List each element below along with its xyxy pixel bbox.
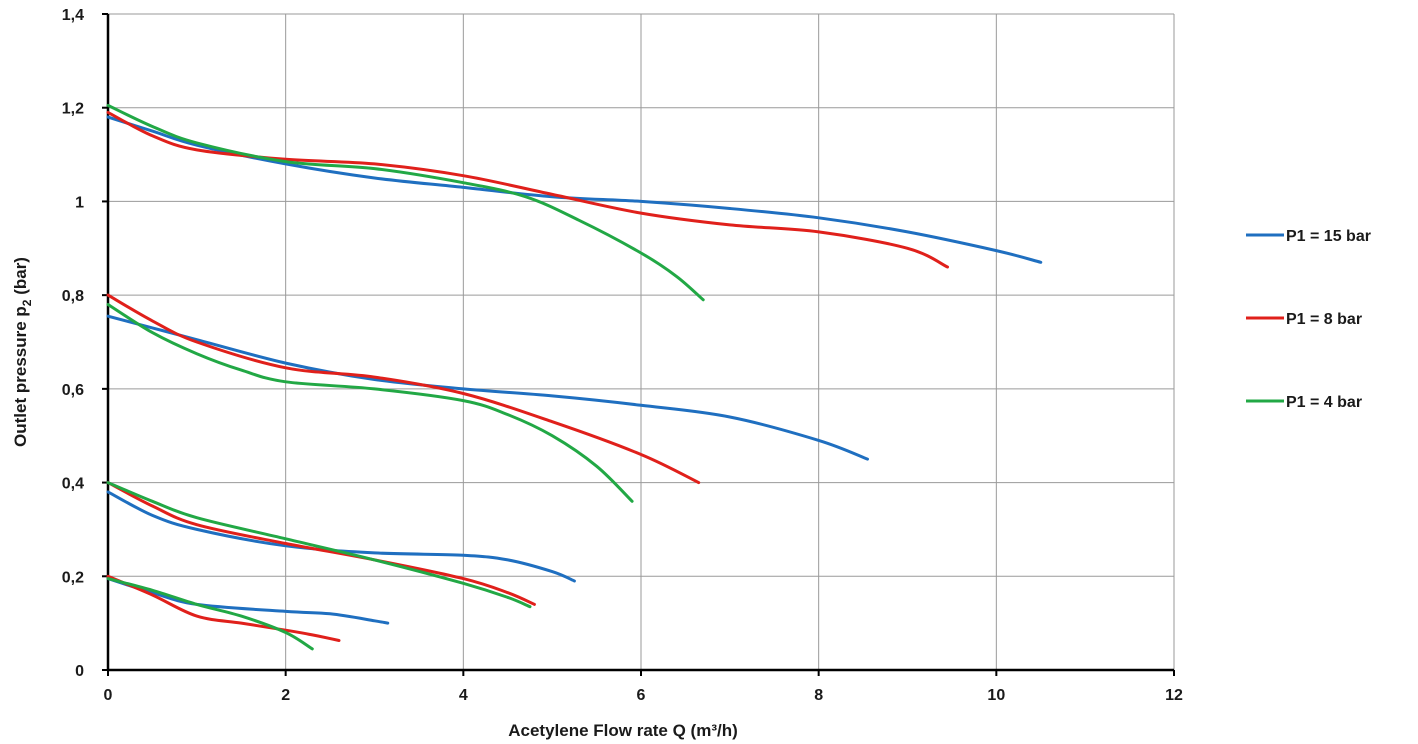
- x-axis-title: Acetylene Flow rate Q (m³/h): [508, 721, 738, 740]
- series-line: [106, 103, 705, 302]
- y-tick-label: 1,4: [62, 7, 84, 24]
- legend-item: P1 = 4 bar: [1246, 394, 1362, 411]
- y-tick-label: 0,2: [62, 569, 84, 586]
- series-line: [106, 490, 576, 583]
- legend-item: P1 = 8 bar: [1246, 311, 1362, 328]
- series-line: [106, 115, 1043, 264]
- y-ticks: 0 0,2 0,4 0,6 0,8 1 1,2 1,4: [62, 7, 108, 680]
- y-axis-title-main: Outlet pressure p: [11, 306, 30, 447]
- x-tick-label: 2: [281, 687, 290, 704]
- series-3: [106, 103, 705, 651]
- series-1: [106, 115, 1043, 625]
- y-axis-title: Outlet pressure p2 (bar): [11, 257, 34, 447]
- series-line: [106, 110, 949, 269]
- x-tick-label: 8: [814, 687, 823, 704]
- y-tick-label: 0,6: [62, 382, 84, 399]
- legend-label: P1 = 8 bar: [1286, 311, 1362, 328]
- y-tick-label: 1: [75, 194, 84, 211]
- x-ticks: 0 2 4 6 8 10 12: [104, 670, 1183, 704]
- y-tick-label: 0: [75, 663, 84, 680]
- legend-label: P1 = 15 bar: [1286, 228, 1371, 245]
- series-line: [106, 574, 341, 642]
- series-line: [106, 481, 536, 606]
- series-line: [106, 314, 869, 461]
- y-axis-title-unit: (bar): [11, 257, 30, 300]
- series: [106, 103, 1043, 651]
- x-tick-label: 0: [104, 687, 113, 704]
- x-tick-label: 10: [987, 687, 1005, 704]
- x-tick-label: 6: [637, 687, 646, 704]
- series-line: [106, 293, 701, 485]
- y-tick-label: 0,8: [62, 288, 84, 305]
- legend-item: P1 = 15 bar: [1246, 228, 1371, 245]
- y-tick-label: 0,4: [62, 476, 84, 493]
- x-tick-label: 4: [459, 687, 468, 704]
- grid: [108, 13, 1175, 670]
- legend-label: P1 = 4 bar: [1286, 394, 1362, 411]
- y-tick-label: 1,2: [62, 101, 84, 118]
- x-tick-label: 12: [1165, 687, 1183, 704]
- y-axis-title-sub: 2: [20, 299, 34, 306]
- legend: P1 = 15 bar P1 = 8 bar P1 = 4 bar: [1246, 228, 1371, 411]
- series-2: [106, 110, 949, 642]
- series-line: [106, 303, 634, 503]
- series-line: [106, 481, 532, 609]
- series-line: [106, 577, 314, 651]
- series-line: [106, 577, 390, 625]
